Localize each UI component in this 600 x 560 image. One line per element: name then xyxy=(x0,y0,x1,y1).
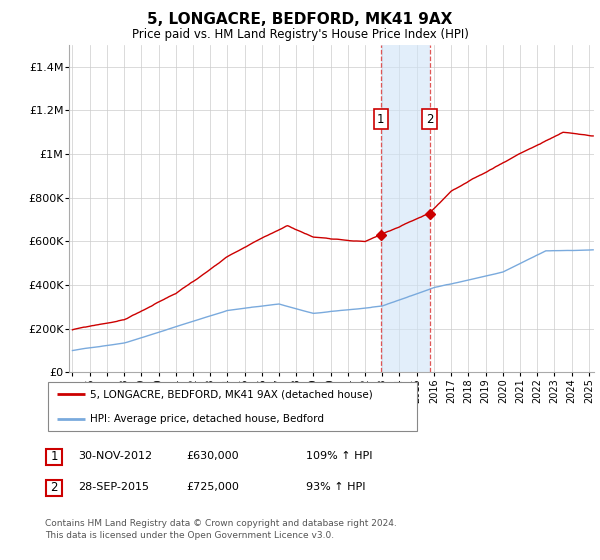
Text: 5, LONGACRE, BEDFORD, MK41 9AX: 5, LONGACRE, BEDFORD, MK41 9AX xyxy=(148,12,452,27)
Text: Price paid vs. HM Land Registry's House Price Index (HPI): Price paid vs. HM Land Registry's House … xyxy=(131,28,469,41)
Text: Contains HM Land Registry data © Crown copyright and database right 2024.: Contains HM Land Registry data © Crown c… xyxy=(45,519,397,528)
Text: £630,000: £630,000 xyxy=(186,451,239,461)
Bar xyxy=(381,45,430,372)
Text: 5, LONGACRE, BEDFORD, MK41 9AX (detached house): 5, LONGACRE, BEDFORD, MK41 9AX (detached… xyxy=(91,389,373,399)
Text: 30-NOV-2012: 30-NOV-2012 xyxy=(78,451,152,461)
Text: £725,000: £725,000 xyxy=(186,482,239,492)
Text: 109% ↑ HPI: 109% ↑ HPI xyxy=(306,451,373,461)
Text: 1: 1 xyxy=(50,450,58,464)
Text: 93% ↑ HPI: 93% ↑ HPI xyxy=(306,482,365,492)
Text: 28-SEP-2015: 28-SEP-2015 xyxy=(78,482,149,492)
Text: HPI: Average price, detached house, Bedford: HPI: Average price, detached house, Bedf… xyxy=(91,414,325,424)
Text: 1: 1 xyxy=(377,113,385,125)
Text: This data is licensed under the Open Government Licence v3.0.: This data is licensed under the Open Gov… xyxy=(45,531,334,540)
Text: 2: 2 xyxy=(426,113,433,125)
Bar xyxy=(46,480,62,496)
Text: 2: 2 xyxy=(50,481,58,494)
Bar xyxy=(46,449,62,465)
